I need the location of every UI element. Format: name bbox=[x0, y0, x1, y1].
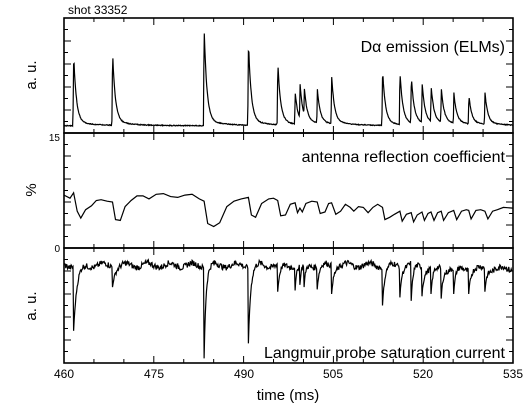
x-tick-label: 460 bbox=[54, 367, 74, 381]
d-alpha-trace bbox=[63, 33, 514, 128]
x-tick-label: 490 bbox=[234, 367, 254, 381]
panel-antenna-reflection: antenna reflection coefficient % 15 0 bbox=[23, 132, 514, 255]
x-tick-label: 520 bbox=[413, 367, 433, 381]
panel-title: Langmuir probe saturation current bbox=[264, 345, 506, 362]
x-tick-label: 475 bbox=[144, 367, 164, 381]
shot-label: shot 33352 bbox=[68, 3, 128, 17]
langmuir-trace bbox=[63, 257, 513, 359]
series-line bbox=[63, 191, 514, 228]
x-tick-label: 505 bbox=[323, 367, 343, 381]
x-tick-label: 535 bbox=[503, 367, 523, 381]
y-axis-label: a. u. bbox=[23, 60, 40, 89]
panel-langmuir: Langmuir probe saturation current a. u. bbox=[23, 247, 514, 364]
series-line bbox=[63, 33, 514, 128]
panel-title: antenna reflection coefficient bbox=[302, 149, 506, 166]
tick-marks bbox=[63, 18, 514, 133]
panel-d-alpha: Dα emission (ELMs) a. u. bbox=[23, 17, 514, 134]
tick-marks bbox=[63, 133, 514, 248]
reflection-trace bbox=[63, 191, 514, 228]
x-tick-labels: 460 475 490 505 520 535 bbox=[54, 367, 523, 381]
panel-title: Dα emission (ELMs) bbox=[361, 39, 505, 56]
y-tick-label-bottom: 0 bbox=[54, 244, 60, 255]
y-tick-label-top: 15 bbox=[49, 133, 61, 144]
x-axis-label: time (ms) bbox=[257, 387, 320, 404]
series-line bbox=[63, 257, 513, 359]
y-axis-label: % bbox=[23, 183, 40, 196]
y-axis-label: a. u. bbox=[23, 291, 40, 320]
